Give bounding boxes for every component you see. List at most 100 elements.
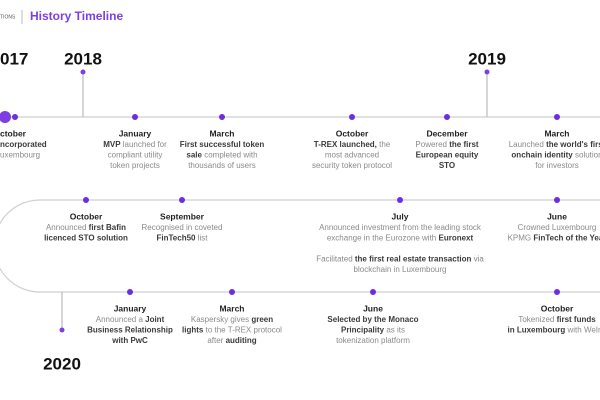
year-label: 2020 xyxy=(43,354,81,373)
event-text: Powered the first xyxy=(415,140,478,149)
text-part: First successful token xyxy=(180,140,265,149)
year-label: 2018 xyxy=(64,49,102,68)
event-dot xyxy=(349,114,355,120)
text-part: via xyxy=(471,255,484,264)
text-part: after xyxy=(207,336,225,345)
event-dot xyxy=(219,114,225,120)
event-text: KPMG FinTech of the Year xyxy=(508,234,600,243)
event-text: Recognised in coveted xyxy=(142,223,223,232)
event-dot xyxy=(83,197,89,203)
text-part: in Luxembourg xyxy=(508,326,566,335)
event-month: January xyxy=(114,303,147,313)
year-dot xyxy=(484,69,490,75)
event-text: Launched the world's first xyxy=(509,140,600,149)
text-part: ncorporated xyxy=(0,140,47,149)
text-part: lights xyxy=(182,326,204,335)
text-part: the first xyxy=(449,140,479,149)
text-part: blockchain in Luxembourg xyxy=(354,265,447,274)
text-part: thousands of users xyxy=(188,161,256,170)
text-part: Announced a xyxy=(96,315,145,324)
text-part: Selected by the Monaco xyxy=(327,315,418,324)
event-text: Announced a Joint xyxy=(96,315,165,324)
event-text: STO xyxy=(439,161,455,170)
text-part: FinTech50 xyxy=(157,234,197,243)
event-text: Announced investment from the leading st… xyxy=(319,223,482,232)
event-text: Principality as its xyxy=(341,326,405,335)
event-text: with PwC xyxy=(111,336,148,345)
text-part: security token protocol xyxy=(312,161,392,170)
event-text: licenced STO solution xyxy=(44,234,128,243)
text-part: Powered xyxy=(415,140,449,149)
event-text: ncorporated xyxy=(0,140,47,149)
text-part: auditing xyxy=(226,336,257,345)
event-month: July xyxy=(391,211,408,221)
event-text: token projects xyxy=(110,161,160,170)
text-part: Business Relationship xyxy=(87,326,173,335)
text-part: completed with xyxy=(202,151,258,160)
event-text: exchange in the Eurozone with Euronext xyxy=(327,234,474,243)
event-text: FinTech50 list xyxy=(157,234,209,243)
event-text: most advanced xyxy=(325,151,379,160)
event-month: October xyxy=(541,303,574,313)
event-text: lights to the T-REX protocol xyxy=(182,326,282,335)
year-dot xyxy=(59,327,65,333)
text-part: Facilitated xyxy=(316,255,355,264)
event-month: September xyxy=(160,211,205,221)
event-text: Announced first Bafin xyxy=(46,223,126,232)
event-month: March xyxy=(209,128,234,138)
event-text: security token protocol xyxy=(312,161,392,170)
year-label: 2019 xyxy=(468,49,506,68)
text-part: Launched xyxy=(509,140,546,149)
event-month: June xyxy=(547,211,567,221)
event-text: European equity xyxy=(416,151,479,160)
text-part: with WeIns xyxy=(565,326,600,335)
event-dot xyxy=(554,114,560,120)
event-month: March xyxy=(219,303,244,313)
text-part: Euronext xyxy=(438,234,473,243)
text-part: launched for xyxy=(121,140,168,149)
text-part: licenced STO solution xyxy=(44,234,128,243)
event-text: Crowned Luxembourg xyxy=(518,223,597,232)
text-part: European equity xyxy=(416,151,479,160)
event-text: after auditing xyxy=(207,336,256,345)
text-part: STO xyxy=(439,161,455,170)
event-month: December xyxy=(426,128,468,138)
text-part: with PwC xyxy=(111,336,148,345)
text-part: Joint xyxy=(145,315,164,324)
text-part: Tokenized xyxy=(518,315,556,324)
event-dot xyxy=(12,114,18,120)
text-part: MVP xyxy=(103,140,121,149)
text-part: list xyxy=(195,234,208,243)
text-part: FinTech of the Year xyxy=(533,234,600,243)
year-dot xyxy=(0,111,11,123)
event-text: uxembourg xyxy=(0,151,40,160)
event-dot xyxy=(370,289,376,295)
year-dot xyxy=(80,69,86,75)
event-dot xyxy=(397,197,403,203)
text-part: the xyxy=(377,140,391,149)
text-part: first Bafin xyxy=(89,223,126,232)
text-part: as its xyxy=(384,326,405,335)
event-text: Kaspersky gives green xyxy=(191,315,273,324)
text-part: for investors xyxy=(535,161,579,170)
event-text: First successful token xyxy=(180,140,265,149)
page-title: History Timeline xyxy=(30,9,123,23)
text-part: Announced investment from the leading st… xyxy=(319,223,482,232)
event-text: Tokenized first funds xyxy=(518,315,596,324)
event-month: January xyxy=(119,128,152,138)
event-dot xyxy=(444,114,450,120)
text-part: Kaspersky gives xyxy=(191,315,251,324)
event-dot xyxy=(132,114,138,120)
event-text: compliant utility xyxy=(108,151,163,160)
text-part: T-REX launched, xyxy=(314,140,377,149)
event-text: MVP launched for xyxy=(103,140,167,149)
text-part: green xyxy=(251,315,273,324)
event-text: Business Relationship xyxy=(87,326,173,335)
text-part: tokenization platform xyxy=(336,336,410,345)
track xyxy=(0,199,600,293)
event-month: March xyxy=(544,128,569,138)
event-text: thousands of users xyxy=(188,161,256,170)
event-text: onchain identity solution xyxy=(511,151,600,160)
